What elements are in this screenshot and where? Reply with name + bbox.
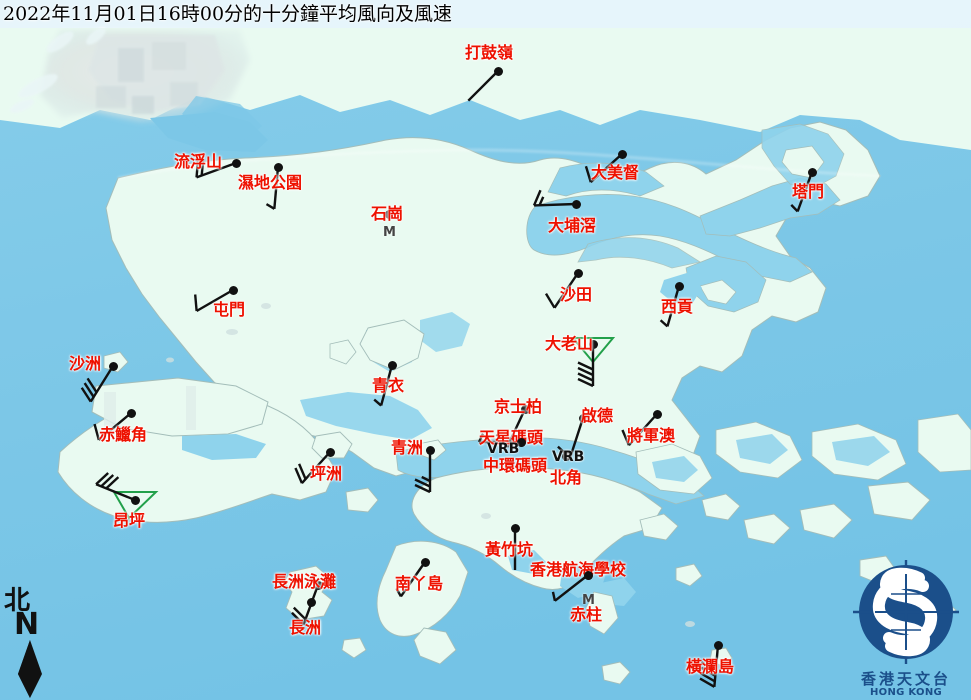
wind-barb-icon — [659, 285, 681, 328]
station-dot — [516, 437, 526, 447]
compass-rose: 北 N — [2, 588, 64, 700]
strong-wind-triangle-icon — [112, 491, 159, 520]
station-dot — [561, 451, 571, 461]
station-dot — [578, 413, 588, 423]
station-label[interactable]: 大埔滘 — [548, 216, 597, 235]
wind-barb-icon — [577, 344, 595, 388]
station-label[interactable]: 赤柱 — [570, 605, 603, 624]
station-label[interactable]: 坪洲 — [310, 464, 343, 483]
station-dot — [420, 557, 430, 567]
hko-emblem — [853, 560, 959, 664]
wind-barb-icon — [790, 171, 814, 213]
station-label[interactable]: 石崗 — [371, 204, 404, 223]
compass-north-cn: 北 — [4, 586, 31, 616]
station-label[interactable]: 打鼓嶺 — [465, 43, 514, 62]
wind-barb-icon — [193, 288, 234, 313]
wind-barb-icon — [80, 365, 115, 403]
station-label[interactable]: 赤鱲角 — [99, 425, 148, 444]
station-label[interactable]: 南丫島 — [395, 574, 444, 593]
strong-wind-triangle-icon — [570, 337, 616, 364]
wind-barb-icon — [414, 450, 432, 494]
station-label[interactable]: 青洲 — [391, 438, 424, 457]
variable-wind-label: VRB — [487, 441, 520, 457]
station-label[interactable]: 濕地公園 — [238, 173, 303, 192]
wind-barb-icon — [544, 272, 579, 309]
station-label[interactable]: 大老山 — [545, 334, 594, 353]
station-status-marker: M — [582, 593, 595, 608]
station-dot — [384, 209, 394, 219]
wind-barb-icon — [373, 364, 394, 407]
station-label[interactable]: 西貢 — [661, 297, 694, 316]
station-label[interactable]: 橫瀾島 — [686, 657, 735, 676]
wind-barb-icon — [584, 153, 623, 183]
station-dot — [583, 570, 593, 580]
wind-barb-icon — [621, 413, 658, 447]
wind-barb-icon — [513, 528, 517, 570]
station-label[interactable]: 大美督 — [591, 163, 640, 182]
wind-barb-icon — [294, 451, 331, 485]
station-label[interactable]: 青衣 — [372, 376, 405, 395]
station-label[interactable]: 黃竹坑 — [485, 540, 534, 559]
wind-barb-icon — [477, 433, 521, 444]
station-label[interactable]: 將軍澳 — [627, 426, 676, 445]
station-label[interactable]: 北角 — [550, 468, 583, 487]
station-label[interactable]: 沙洲 — [69, 354, 102, 373]
hko-logo: 香港天文台 HONG KONG OBSERVATORY — [845, 558, 967, 700]
station-label[interactable]: 長洲泳灘 — [272, 572, 337, 591]
station-label[interactable]: 啟德 — [581, 406, 614, 425]
station-label[interactable]: 屯門 — [213, 300, 246, 319]
page-title: 2022年11月01日16時00分的十分鐘平均風向及風速 — [0, 0, 971, 28]
wind-barb-icon — [699, 644, 720, 688]
compass-north-en: N — [14, 607, 40, 642]
variable-wind-label: VRB — [552, 449, 585, 465]
station-dot — [306, 597, 316, 607]
station-label[interactable]: 長洲 — [289, 618, 322, 637]
wind-barb-icon — [532, 189, 577, 207]
wind-barb-icon — [265, 166, 280, 210]
station-label[interactable]: 中環碼頭 — [483, 456, 548, 475]
wind-barb-icon — [95, 472, 136, 502]
station-label[interactable]: 塔門 — [792, 182, 825, 201]
station-label[interactable]: 沙田 — [560, 285, 593, 304]
wind-barb-icon — [195, 158, 237, 179]
station-status-marker: M — [383, 225, 396, 240]
station-dot — [126, 408, 136, 418]
station-label[interactable]: 昂坪 — [113, 511, 146, 530]
wind-barb-icon — [551, 574, 589, 602]
logo-text-cn: 香港天文台 — [860, 670, 951, 688]
wind-barb-icon — [495, 408, 527, 448]
station-label[interactable]: 香港航海學校 — [530, 560, 627, 579]
station-label[interactable]: 流浮山 — [174, 152, 223, 171]
logo-text-en: HONG KONG OBSERVATORY — [864, 687, 949, 700]
station-label[interactable]: 天星碼頭 — [479, 428, 544, 447]
wind-barb-icon — [395, 561, 426, 598]
wind-barb-icon — [467, 70, 499, 102]
wind-barb-icon — [93, 412, 132, 441]
station-label[interactable]: 京士柏 — [494, 397, 543, 416]
